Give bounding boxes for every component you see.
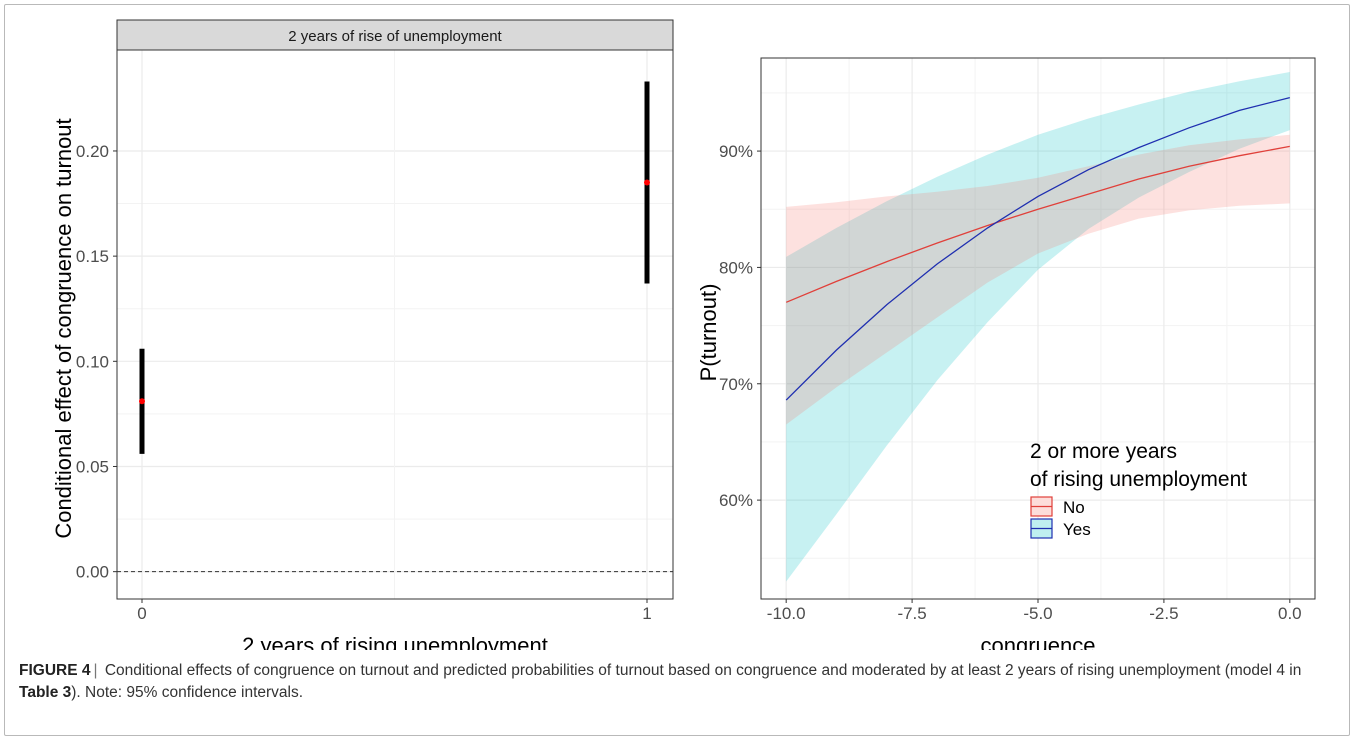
effect-x-tick-label: 1 <box>642 604 651 623</box>
caption-separator: | <box>93 662 98 679</box>
effect-x-axis-title: 2 years of rising unemployment <box>242 633 548 650</box>
caption-table-ref: Table 3 <box>19 684 72 701</box>
legend-label-no: No <box>1063 498 1085 517</box>
legend-title-line-2: of rising unemployment <box>1030 468 1247 491</box>
effect-y-axis-title: Conditional effect of congruence on turn… <box>51 118 76 538</box>
effect-y-ticks: 0.00 0.05 0.10 0.15 0.20 <box>76 142 117 582</box>
probability-x-tick-label: 0.0 <box>1278 604 1302 623</box>
probability-y-axis-title: P(turnout) <box>696 284 721 382</box>
caption-text-before: Conditional effects of congruence on tur… <box>100 662 1302 679</box>
probability-x-axis-title: congruence <box>981 633 1096 650</box>
probability-x-tick-label: -10.0 <box>767 604 806 623</box>
caption-figure-label: FIGURE 4 <box>19 662 91 679</box>
probability-marks <box>785 72 1290 582</box>
figure-charts: 2 years of rise of unemployment 0.000.05… <box>51 19 1316 650</box>
effect-y-tick-label: 0.10 <box>76 352 109 371</box>
effect-panel: 2 years of rise of unemployment 0.00 0.05… <box>51 19 674 650</box>
probability-panel: 60% 70% 80% 90% -10.0 -7.5 -5.0 -2.5 0.0 congru… <box>696 57 1316 650</box>
probability-gridlines <box>761 58 1315 599</box>
probability-x-tick-label: -2.5 <box>1149 604 1178 623</box>
point-estimate <box>139 398 145 405</box>
probability-x-tick-label: -7.5 <box>897 604 926 623</box>
prediction-line-no <box>785 145 1290 303</box>
legend-label-yes: Yes <box>1063 520 1091 539</box>
probability-y-tick-label: 70% <box>719 375 753 394</box>
effect-y-tick-label: 0.05 <box>76 457 109 476</box>
probability-x-tick-label: -5.0 <box>1023 604 1052 623</box>
figure-caption: FIGURE 4 | Conditional effects of congrue… <box>19 660 1337 704</box>
legend-key-no <box>1030 496 1053 517</box>
legend-title-line-1: 2 or more years <box>1030 440 1177 463</box>
facet-strip <box>116 19 674 51</box>
probability-y-tick-label: 80% <box>719 258 753 277</box>
legend: 2 or more years of rising unemployment N… <box>1030 440 1247 539</box>
legend-key-yes <box>1030 518 1053 539</box>
probability-y-ticks: 60% 70% 80% 90% <box>719 142 761 510</box>
ci-band-yes <box>786 72 1290 582</box>
prediction-line-yes <box>785 96 1290 401</box>
effect-y-tick-label: 0.00 <box>76 563 109 582</box>
point-estimate <box>644 179 650 186</box>
caption-text-after: ). Note: 95% confidence intervals. <box>71 684 304 701</box>
effect-y-tick-label: 0.20 <box>76 142 109 161</box>
legend-keys: No Yes <box>1030 496 1091 539</box>
effect-y-tick-label: 0.15 <box>76 247 109 266</box>
facet-strip-title: 2 years of rise of unemployment <box>288 28 502 45</box>
probability-x-ticks: -10.0 -7.5 -5.0 -2.5 0.0 <box>767 599 1302 623</box>
probability-y-tick-label: 60% <box>719 491 753 510</box>
effect-marks <box>117 81 673 573</box>
probability-y-tick-label: 90% <box>719 142 753 161</box>
effect-x-tick-label: 0 <box>137 604 146 623</box>
ci-band-no <box>786 134 1290 425</box>
